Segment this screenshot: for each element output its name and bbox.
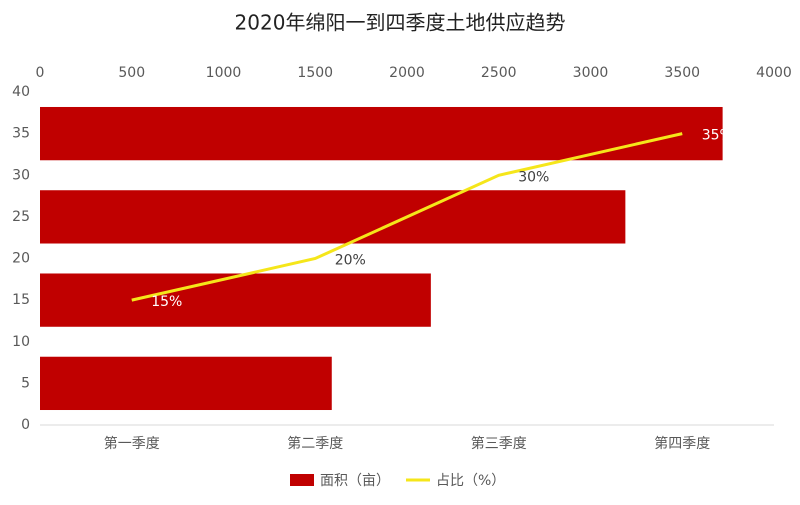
x-tick-label: 第三季度 (471, 435, 527, 452)
legend-label: 面积（亩） (320, 472, 390, 489)
legend-label: 占比（%） (436, 473, 505, 489)
x-top-tick-label: 500 (118, 65, 145, 81)
data-label: 35% (702, 128, 733, 144)
bar (40, 106, 723, 161)
data-label: 20% (335, 253, 366, 269)
y-tick-label: 10 (12, 334, 30, 350)
x-tick-label: 第四季度 (654, 435, 710, 452)
x-top-tick-label: 4000 (756, 65, 792, 81)
y-tick-label: 30 (12, 167, 30, 183)
x-tick-label: 第二季度 (287, 435, 343, 452)
data-label: 30% (518, 169, 549, 185)
y-tick-label: 40 (12, 84, 30, 100)
y-tick-label: 35 (12, 126, 30, 142)
x-top-tick-label: 2000 (389, 65, 425, 81)
chart-title: 2020年绵阳一到四季度土地供应趋势 (235, 11, 566, 35)
data-label: 15% (151, 294, 182, 310)
y-tick-label: 0 (21, 417, 30, 433)
y-tick-label: 20 (12, 251, 30, 267)
x-top-tick-label: 3000 (573, 65, 609, 81)
bar (40, 190, 626, 244)
x-top-tick-label: 0 (36, 65, 45, 81)
line (131, 132, 683, 302)
y-tick-label: 15 (12, 292, 30, 308)
x-top-tick-label: 1000 (206, 65, 242, 81)
x-top-tick-label: 2500 (481, 65, 517, 81)
bar (40, 273, 431, 327)
y-tick-label: 25 (12, 209, 30, 225)
y-tick-label: 5 (21, 375, 30, 391)
x-top-tick-label: 1500 (297, 65, 333, 81)
x-tick-label: 第一季度 (104, 435, 160, 452)
legend-swatch (290, 474, 314, 486)
x-top-tick-label: 3500 (664, 65, 700, 81)
bar (40, 356, 332, 411)
